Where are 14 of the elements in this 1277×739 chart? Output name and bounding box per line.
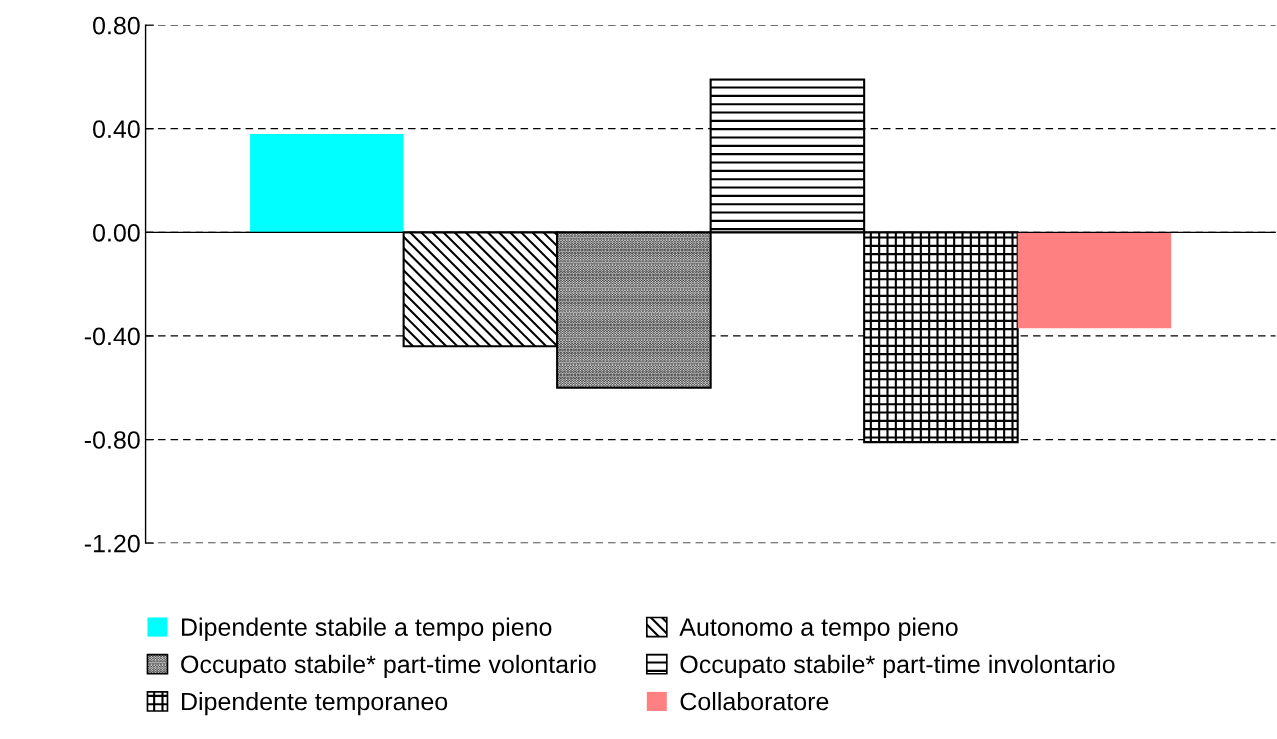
legend-label: Occupato stabile* part-time volontario bbox=[181, 654, 596, 679]
y-tick-label: -0.40 bbox=[84, 327, 140, 346]
y-tick-label: 0.00 bbox=[93, 223, 140, 242]
legend-label: Collaboratore bbox=[680, 691, 829, 711]
y-tick-label: 0.40 bbox=[93, 120, 140, 139]
legend-label: Dipendente temporaneo bbox=[182, 691, 448, 716]
bar bbox=[250, 133, 404, 233]
y-tick-label: -0.80 bbox=[84, 431, 140, 449]
legend-label: Dipendente stabile a tempo pieno bbox=[182, 617, 552, 641]
y-tick-label: -1.20 bbox=[84, 534, 140, 553]
bar bbox=[1017, 232, 1172, 329]
legend-label: Autonomo a tempo pieno bbox=[679, 617, 958, 641]
y-tick-label: 0.80 bbox=[93, 16, 140, 35]
legend-label: Occupato stabile* part-time involontario bbox=[680, 654, 1115, 679]
